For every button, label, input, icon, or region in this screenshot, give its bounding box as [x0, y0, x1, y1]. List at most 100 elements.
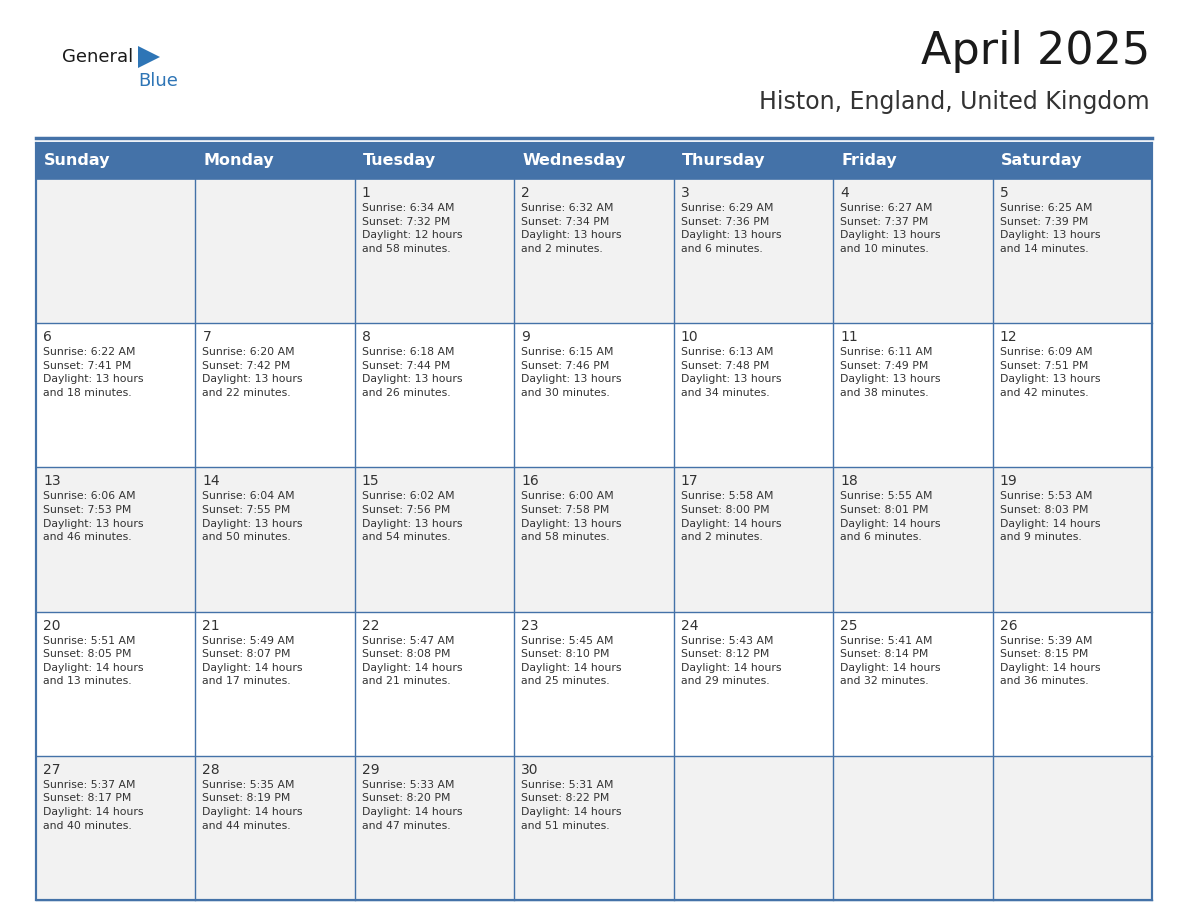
Text: Sunrise: 6:13 AM
Sunset: 7:48 PM
Daylight: 13 hours
and 34 minutes.: Sunrise: 6:13 AM Sunset: 7:48 PM Dayligh…: [681, 347, 782, 398]
Text: 16: 16: [522, 475, 539, 488]
Text: 26: 26: [999, 619, 1017, 633]
Bar: [355, 323, 514, 467]
Text: Sunday: Sunday: [44, 153, 110, 169]
Text: Sunrise: 6:22 AM
Sunset: 7:41 PM
Daylight: 13 hours
and 18 minutes.: Sunrise: 6:22 AM Sunset: 7:41 PM Dayligh…: [43, 347, 144, 398]
Text: Sunrise: 5:31 AM
Sunset: 8:22 PM
Daylight: 14 hours
and 51 minutes.: Sunrise: 5:31 AM Sunset: 8:22 PM Dayligh…: [522, 779, 621, 831]
Text: 23: 23: [522, 619, 539, 633]
Bar: [833, 179, 992, 323]
Text: Sunrise: 5:51 AM
Sunset: 8:05 PM
Daylight: 14 hours
and 13 minutes.: Sunrise: 5:51 AM Sunset: 8:05 PM Dayligh…: [43, 635, 144, 687]
Bar: [992, 611, 1152, 756]
Text: 21: 21: [202, 619, 220, 633]
Text: Sunrise: 6:32 AM
Sunset: 7:34 PM
Daylight: 13 hours
and 2 minutes.: Sunrise: 6:32 AM Sunset: 7:34 PM Dayligh…: [522, 203, 621, 253]
Text: 30: 30: [522, 763, 539, 777]
Bar: [355, 756, 514, 900]
Text: 22: 22: [362, 619, 379, 633]
Text: 17: 17: [681, 475, 699, 488]
Bar: [196, 179, 355, 323]
Bar: [36, 143, 1152, 179]
Text: 25: 25: [840, 619, 858, 633]
Bar: [514, 179, 674, 323]
Bar: [992, 323, 1152, 467]
Text: April 2025: April 2025: [921, 30, 1150, 73]
Text: Sunrise: 6:00 AM
Sunset: 7:58 PM
Daylight: 13 hours
and 58 minutes.: Sunrise: 6:00 AM Sunset: 7:58 PM Dayligh…: [522, 491, 621, 543]
Text: Sunrise: 6:15 AM
Sunset: 7:46 PM
Daylight: 13 hours
and 30 minutes.: Sunrise: 6:15 AM Sunset: 7:46 PM Dayligh…: [522, 347, 621, 398]
Text: Sunrise: 5:58 AM
Sunset: 8:00 PM
Daylight: 14 hours
and 2 minutes.: Sunrise: 5:58 AM Sunset: 8:00 PM Dayligh…: [681, 491, 782, 543]
Text: 11: 11: [840, 330, 858, 344]
Bar: [674, 611, 833, 756]
Bar: [514, 756, 674, 900]
Bar: [36, 467, 196, 611]
Text: 5: 5: [999, 186, 1009, 200]
Bar: [196, 323, 355, 467]
Bar: [833, 467, 992, 611]
Text: 19: 19: [999, 475, 1017, 488]
Text: Sunrise: 6:04 AM
Sunset: 7:55 PM
Daylight: 13 hours
and 50 minutes.: Sunrise: 6:04 AM Sunset: 7:55 PM Dayligh…: [202, 491, 303, 543]
Bar: [514, 467, 674, 611]
Text: 24: 24: [681, 619, 699, 633]
Text: Friday: Friday: [841, 153, 897, 169]
Text: Sunrise: 6:25 AM
Sunset: 7:39 PM
Daylight: 13 hours
and 14 minutes.: Sunrise: 6:25 AM Sunset: 7:39 PM Dayligh…: [999, 203, 1100, 253]
Bar: [992, 467, 1152, 611]
Text: Sunrise: 6:34 AM
Sunset: 7:32 PM
Daylight: 12 hours
and 58 minutes.: Sunrise: 6:34 AM Sunset: 7:32 PM Dayligh…: [362, 203, 462, 253]
Bar: [833, 756, 992, 900]
Text: Sunrise: 5:53 AM
Sunset: 8:03 PM
Daylight: 14 hours
and 9 minutes.: Sunrise: 5:53 AM Sunset: 8:03 PM Dayligh…: [999, 491, 1100, 543]
Bar: [355, 467, 514, 611]
Bar: [36, 143, 1152, 900]
Bar: [514, 611, 674, 756]
Bar: [36, 323, 196, 467]
Text: Sunrise: 6:20 AM
Sunset: 7:42 PM
Daylight: 13 hours
and 22 minutes.: Sunrise: 6:20 AM Sunset: 7:42 PM Dayligh…: [202, 347, 303, 398]
Text: Wednesday: Wednesday: [523, 153, 626, 169]
Text: Sunrise: 5:33 AM
Sunset: 8:20 PM
Daylight: 14 hours
and 47 minutes.: Sunrise: 5:33 AM Sunset: 8:20 PM Dayligh…: [362, 779, 462, 831]
Text: 12: 12: [999, 330, 1017, 344]
Text: Tuesday: Tuesday: [362, 153, 436, 169]
Bar: [674, 179, 833, 323]
Text: 18: 18: [840, 475, 858, 488]
Bar: [992, 756, 1152, 900]
Text: Sunrise: 6:11 AM
Sunset: 7:49 PM
Daylight: 13 hours
and 38 minutes.: Sunrise: 6:11 AM Sunset: 7:49 PM Dayligh…: [840, 347, 941, 398]
Bar: [674, 323, 833, 467]
Text: 10: 10: [681, 330, 699, 344]
Text: Sunrise: 5:39 AM
Sunset: 8:15 PM
Daylight: 14 hours
and 36 minutes.: Sunrise: 5:39 AM Sunset: 8:15 PM Dayligh…: [999, 635, 1100, 687]
Text: Sunrise: 5:47 AM
Sunset: 8:08 PM
Daylight: 14 hours
and 21 minutes.: Sunrise: 5:47 AM Sunset: 8:08 PM Dayligh…: [362, 635, 462, 687]
Text: Blue: Blue: [138, 72, 178, 90]
Text: 20: 20: [43, 619, 61, 633]
Text: 3: 3: [681, 186, 689, 200]
Text: 7: 7: [202, 330, 211, 344]
Text: 2: 2: [522, 186, 530, 200]
Text: Sunrise: 6:29 AM
Sunset: 7:36 PM
Daylight: 13 hours
and 6 minutes.: Sunrise: 6:29 AM Sunset: 7:36 PM Dayligh…: [681, 203, 782, 253]
Text: Sunrise: 5:35 AM
Sunset: 8:19 PM
Daylight: 14 hours
and 44 minutes.: Sunrise: 5:35 AM Sunset: 8:19 PM Dayligh…: [202, 779, 303, 831]
Text: Sunrise: 5:43 AM
Sunset: 8:12 PM
Daylight: 14 hours
and 29 minutes.: Sunrise: 5:43 AM Sunset: 8:12 PM Dayligh…: [681, 635, 782, 687]
Bar: [355, 179, 514, 323]
Text: Sunrise: 6:09 AM
Sunset: 7:51 PM
Daylight: 13 hours
and 42 minutes.: Sunrise: 6:09 AM Sunset: 7:51 PM Dayligh…: [999, 347, 1100, 398]
Text: 27: 27: [43, 763, 61, 777]
Text: Thursday: Thursday: [682, 153, 765, 169]
Bar: [355, 611, 514, 756]
Bar: [674, 756, 833, 900]
Text: 6: 6: [43, 330, 52, 344]
Text: 29: 29: [362, 763, 379, 777]
Text: 4: 4: [840, 186, 849, 200]
Text: 13: 13: [43, 475, 61, 488]
Text: Sunrise: 5:41 AM
Sunset: 8:14 PM
Daylight: 14 hours
and 32 minutes.: Sunrise: 5:41 AM Sunset: 8:14 PM Dayligh…: [840, 635, 941, 687]
Text: 28: 28: [202, 763, 220, 777]
Text: 8: 8: [362, 330, 371, 344]
Text: Monday: Monday: [203, 153, 274, 169]
Bar: [36, 179, 196, 323]
Text: Sunrise: 5:37 AM
Sunset: 8:17 PM
Daylight: 14 hours
and 40 minutes.: Sunrise: 5:37 AM Sunset: 8:17 PM Dayligh…: [43, 779, 144, 831]
Bar: [514, 323, 674, 467]
Text: General: General: [62, 48, 133, 66]
Text: Sunrise: 6:18 AM
Sunset: 7:44 PM
Daylight: 13 hours
and 26 minutes.: Sunrise: 6:18 AM Sunset: 7:44 PM Dayligh…: [362, 347, 462, 398]
Text: Histon, England, United Kingdom: Histon, England, United Kingdom: [759, 90, 1150, 114]
Text: Sunrise: 6:27 AM
Sunset: 7:37 PM
Daylight: 13 hours
and 10 minutes.: Sunrise: 6:27 AM Sunset: 7:37 PM Dayligh…: [840, 203, 941, 253]
Polygon shape: [138, 46, 160, 68]
Bar: [833, 611, 992, 756]
Text: 15: 15: [362, 475, 379, 488]
Bar: [36, 756, 196, 900]
Bar: [196, 756, 355, 900]
Text: 1: 1: [362, 186, 371, 200]
Bar: [674, 467, 833, 611]
Bar: [36, 611, 196, 756]
Bar: [196, 611, 355, 756]
Text: 14: 14: [202, 475, 220, 488]
Text: Saturday: Saturday: [1000, 153, 1082, 169]
